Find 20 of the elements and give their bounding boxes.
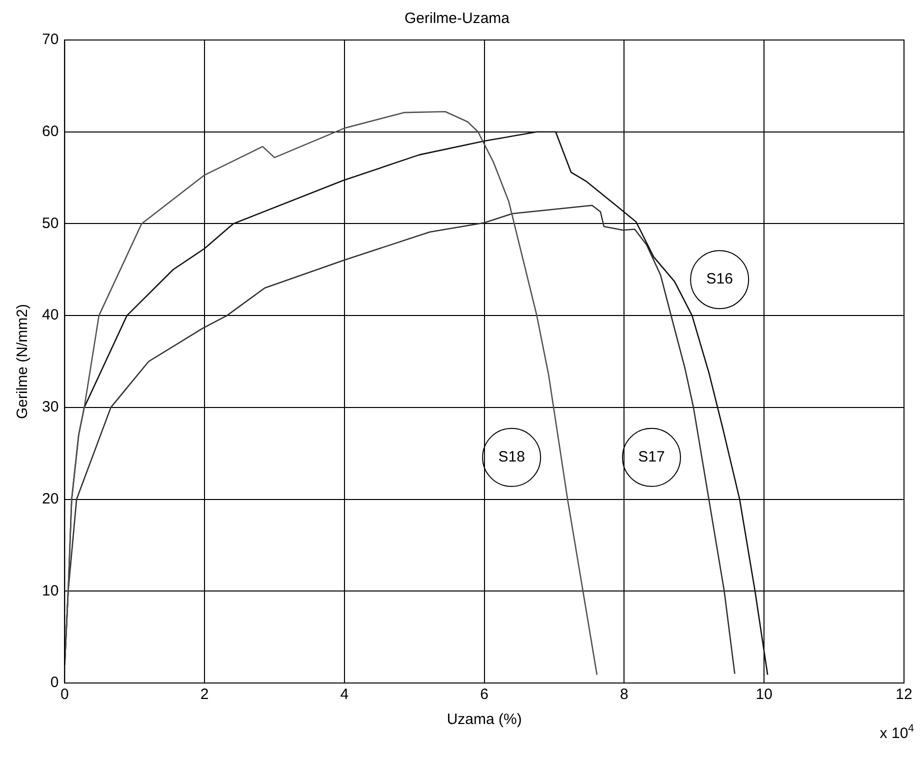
x-tick-label: 10	[756, 686, 772, 704]
x-tick-label: 6	[480, 686, 489, 704]
y-axis-title: Gerilme (N/mm2)	[14, 304, 32, 419]
text: S17	[638, 448, 665, 466]
y-tick-label: 0	[50, 674, 59, 692]
y-tick-label: 50	[42, 214, 59, 232]
y-tick-label: 40	[42, 306, 59, 324]
x-tick-label: 12	[896, 686, 912, 704]
y-tick-label: 30	[42, 398, 59, 416]
text: S18	[498, 448, 525, 466]
chart-title: Gerilme-Uzama	[404, 10, 510, 28]
x-tick-label: 2	[200, 686, 209, 704]
x-tick-label: 8	[620, 686, 628, 704]
x-axis-title: Uzama (%)	[446, 711, 522, 728]
y-tick-label: 60	[42, 123, 59, 140]
y-tick-label: 20	[42, 490, 59, 508]
x-tick-label: 4	[340, 686, 349, 704]
series-label: S16	[706, 270, 733, 288]
y-tick-label: 10	[42, 582, 59, 600]
y-tick-label: 70	[42, 31, 59, 48]
